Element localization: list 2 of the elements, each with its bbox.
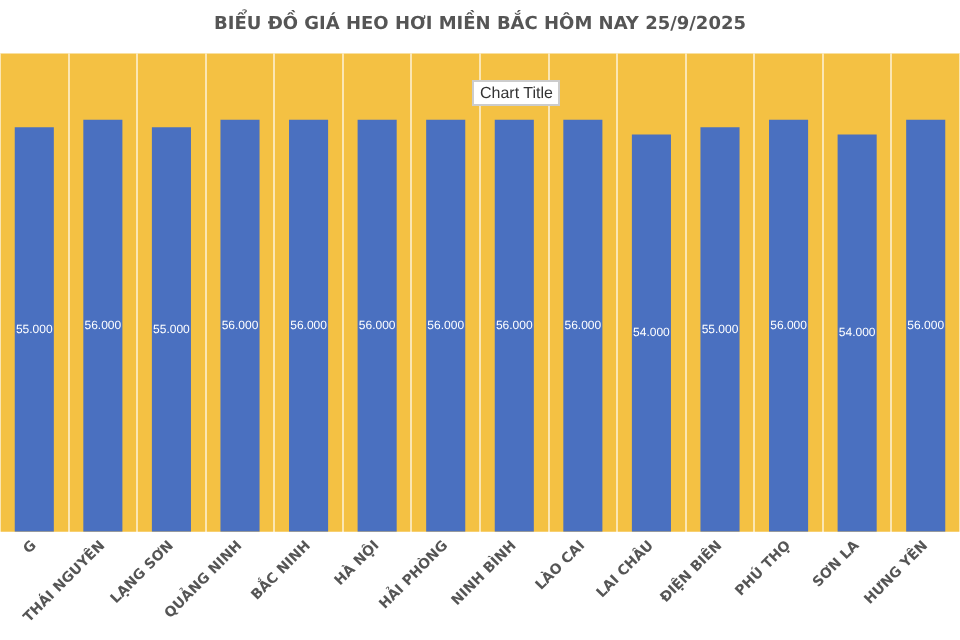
chart-title: BIỂU ĐỒ GIÁ HEO HƠI MIỀN BẮC HÔM NAY 25/9/2025 <box>214 9 746 36</box>
annotation: Chart Title <box>472 80 561 106</box>
